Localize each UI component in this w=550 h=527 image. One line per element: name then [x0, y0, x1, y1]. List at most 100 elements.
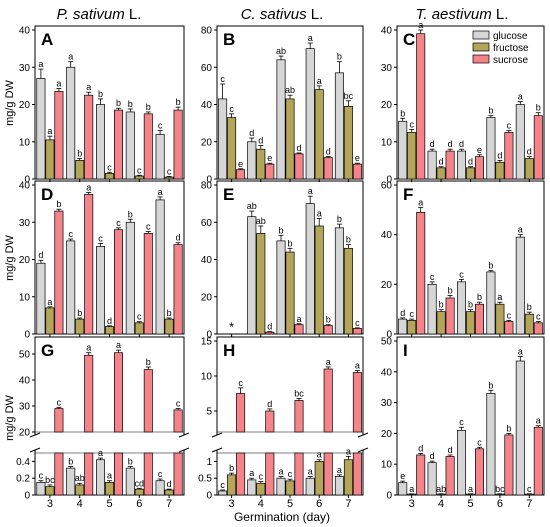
significance-letter: b	[77, 308, 82, 318]
bar-glucose	[457, 429, 467, 496]
panel-letter: D	[41, 185, 53, 204]
bar-sucrose	[416, 33, 426, 180]
y-axis-label-row-2: mg/g DW	[4, 234, 16, 280]
bar-fructose	[524, 313, 534, 335]
y-tick-label: 50	[381, 337, 393, 348]
significance-letter: c	[409, 309, 414, 319]
y-tick-label: 30	[19, 218, 31, 229]
bar-fructose	[134, 175, 144, 180]
y-tick-label: 10	[381, 137, 393, 148]
significance-letter: c	[507, 310, 512, 320]
significance-letter: b	[98, 89, 103, 99]
y-tick-label: 40	[19, 26, 31, 37]
significance-letter: b	[278, 225, 283, 235]
column-title-t-aestivum: T. aestivum L.	[416, 6, 509, 23]
bar-glucose	[66, 467, 76, 496]
bar-glucose	[398, 318, 408, 335]
bar-glucose	[155, 133, 165, 180]
significance-letter: e	[400, 471, 405, 481]
significance-letter: b	[337, 52, 342, 62]
bar-glucose	[247, 216, 257, 335]
bar-sucrose	[84, 193, 94, 335]
not-detected-marker: *	[229, 320, 234, 334]
significance-letter: a	[337, 465, 342, 475]
x-tick-label: 5	[467, 498, 473, 510]
legend-label-glucose: glucose	[493, 31, 528, 42]
x-tick-label: 5	[106, 498, 112, 510]
significance-letter: c	[137, 165, 142, 175]
bar-sucrose	[84, 94, 94, 180]
significance-letter: c	[220, 74, 225, 84]
bar-sucrose	[236, 169, 246, 180]
bar-glucose	[305, 477, 315, 496]
significance-letter: a	[418, 20, 423, 30]
significance-letter: a	[278, 467, 283, 477]
significance-letter: d	[258, 135, 263, 145]
significance-letter: c	[220, 480, 225, 490]
bar-glucose	[66, 66, 76, 180]
bar-glucose	[334, 227, 344, 335]
bar-fructose	[407, 493, 417, 496]
bar-fructose	[314, 461, 324, 496]
y-tick-label: 1	[206, 457, 212, 468]
significance-letter: ab	[256, 216, 266, 226]
column-title-c-sativus: C. sativus L.	[241, 6, 324, 23]
y-tick-label: 20	[201, 292, 213, 303]
bar-fructose	[436, 167, 446, 180]
panel-letter: I	[403, 341, 408, 360]
bar-sucrose	[475, 448, 485, 496]
significance-letter: a	[47, 297, 52, 307]
significance-letter: ab	[276, 46, 286, 56]
significance-letter: a	[317, 450, 322, 460]
significance-letter: d	[326, 147, 331, 157]
significance-letter: ab	[247, 201, 257, 211]
significance-letter: a	[518, 92, 523, 102]
significance-letter: a	[326, 357, 331, 367]
bar-glucose	[486, 393, 496, 496]
bar-sucrose	[265, 331, 275, 335]
significance-letter: b	[56, 199, 61, 209]
significance-letter: a	[249, 468, 254, 478]
y-tick-label: 30	[381, 63, 393, 74]
bar-sucrose	[54, 91, 64, 180]
significance-letter: a	[317, 209, 322, 219]
significance-letter: a	[497, 292, 502, 302]
significance-letter: c	[176, 399, 181, 409]
significance-letter: d	[468, 157, 473, 167]
bar-fructose	[285, 480, 295, 496]
bar-sucrose	[113, 229, 123, 335]
axis-break-mark	[29, 432, 41, 438]
bar-sucrose	[504, 132, 514, 180]
significance-letter: a	[468, 484, 473, 494]
significance-letter: b	[68, 456, 73, 466]
significance-letter: b	[176, 97, 181, 107]
significance-letter: d	[448, 139, 453, 149]
y-tick-label: 40	[381, 230, 393, 241]
significance-letter: bc	[344, 91, 354, 101]
y-tick-label: 20	[19, 100, 31, 111]
significance-letter: a	[107, 471, 112, 481]
x-axis-label: Germination (day)	[234, 510, 330, 524]
y-axis-label-row-3: mg/g DW	[4, 394, 16, 440]
significance-letter: c	[107, 162, 112, 172]
bar-glucose	[247, 479, 257, 496]
bar-fructose	[436, 311, 446, 335]
significance-letter: cd	[135, 478, 145, 488]
bar-fructose	[466, 493, 476, 496]
axis-break-mark	[178, 447, 190, 453]
x-tick-label: 4	[258, 498, 264, 510]
significance-letter: d	[439, 157, 444, 167]
significance-letter: d	[107, 316, 112, 326]
bar-glucose	[427, 462, 437, 496]
significance-letter: c	[536, 312, 541, 322]
significance-letter: d	[267, 399, 272, 409]
bar-fructose	[164, 318, 174, 335]
significance-letter: d	[448, 445, 453, 455]
axis-break-mark	[357, 447, 369, 453]
significance-letter: a	[38, 59, 43, 69]
significance-letter: d	[430, 139, 435, 149]
x-tick-label: 4	[438, 498, 444, 510]
bar-fructose	[495, 161, 505, 180]
